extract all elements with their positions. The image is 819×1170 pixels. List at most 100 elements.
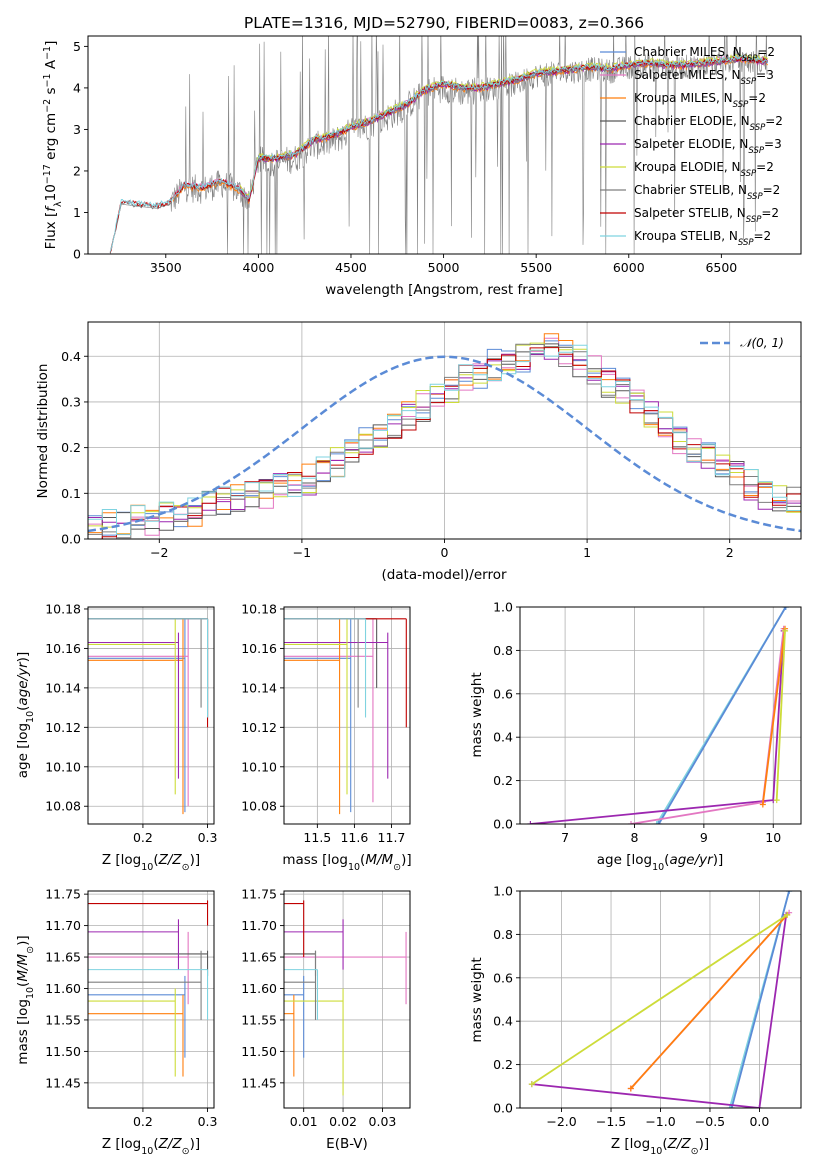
- weight-point-marker: [728, 1105, 735, 1108]
- x-tick-label: 11.5: [303, 830, 331, 845]
- legend-name: Chabrier MILES, N: [634, 45, 742, 59]
- y-tick-label: 0.2: [493, 1057, 513, 1072]
- y-tick-label: 10.12: [45, 720, 81, 735]
- y-tick-label: 0.2: [493, 773, 513, 788]
- x-tick-label: 4000: [242, 260, 274, 275]
- x-tick-label: 0.03: [369, 1114, 397, 1129]
- weight-line-4: [761, 628, 786, 805]
- y-tick-label: 11.70: [241, 918, 277, 933]
- y-axis-label: mass weight: [469, 957, 485, 1042]
- x-axis-label: mass [log10(M/M⊙)]: [282, 852, 411, 873]
- legend-entry: Chabrier ELODIE, NSSP=2: [634, 114, 783, 133]
- plot-area: [528, 891, 793, 1108]
- x-axis-label: wavelength [Angstrom, rest frame]: [325, 282, 563, 298]
- histogram-axes: −2 −1 0 1 2 0.0 0.1 0.2 0.3 0.4: [61, 321, 802, 560]
- y-tick-label: 0.4: [61, 349, 81, 364]
- legend-entry: Kroupa ELODIE, NSSP=2: [634, 160, 774, 179]
- x-axis-label-part: Z/Z: [158, 1136, 183, 1152]
- x-tick-label: 8: [631, 830, 639, 845]
- y-tick-label: 10.16: [241, 641, 277, 656]
- axes-border: [87, 35, 802, 255]
- x-axis-label-part: 10: [141, 862, 153, 873]
- plot-area: [284, 900, 407, 1096]
- y-axis-label-part: age/yr: [15, 661, 31, 706]
- y-tick-label: 11.55: [45, 1012, 81, 1027]
- weight-line-2: [531, 914, 788, 1108]
- y-tick-label: 10.08: [45, 799, 81, 814]
- weight-line-4: [630, 914, 788, 1090]
- y-axis-label-part: −1: [42, 46, 53, 60]
- x-tick-label: 0.3: [198, 830, 218, 845]
- x-tick-label: 0.0: [749, 1114, 769, 1129]
- axis-frame: 11.5 11.6 11.7 10.08 10.10 10.12 10.14 10.16 10.…: [241, 601, 411, 845]
- legend-suffix: =2: [765, 114, 783, 128]
- y-axis-label-part: f: [43, 205, 59, 212]
- weight-line-1: [658, 607, 787, 824]
- x-axis-label-part: Z [log: [102, 852, 141, 868]
- x-axis-label-part: (: [360, 852, 365, 868]
- y-tick-label: 0.1: [61, 486, 81, 501]
- legend-sub: SSP: [741, 77, 757, 87]
- x-axis-label: E(B-V): [326, 1136, 368, 1152]
- x-tick-label: −2: [150, 545, 168, 560]
- y-tick-label: 0.3: [61, 394, 81, 409]
- legend-sub: SSP: [733, 100, 749, 110]
- x-tick-label: 7: [561, 830, 569, 845]
- y-axis-label-part: mass [log: [15, 999, 31, 1065]
- axes-border: [519, 606, 802, 825]
- axis-frame: −2.0 −1.5 −1.0 −0.5 0.0 0.0 0.2 0.4 0.6 0.8 1.0: [493, 884, 802, 1129]
- y-axis-label-part: −17: [42, 164, 53, 184]
- y-axis-label-part: Flux [: [43, 212, 59, 250]
- model-line-8: [109, 54, 768, 252]
- x-tick-label: 0.2: [133, 830, 153, 845]
- x-axis-label-part: 10: [650, 1146, 662, 1157]
- y-tick-label: 4: [73, 80, 81, 95]
- y-tick-label: 11.50: [45, 1044, 81, 1059]
- y-axis-label-part: s: [43, 87, 59, 98]
- legend-sub: SSP: [750, 123, 766, 133]
- x-axis-label-part: )]: [190, 1136, 201, 1152]
- x-tick-label: 3500: [150, 260, 182, 275]
- data-spectrum-line: [109, 36, 768, 254]
- x-axis-label-part: ⊙: [182, 1146, 190, 1157]
- y-tick-label: 0.6: [493, 970, 513, 985]
- weight-point-marker: [782, 627, 789, 634]
- axes-border: [283, 606, 411, 825]
- y-axis-label-part: (: [15, 982, 31, 987]
- chart-title: PLATE=1316, MJD=52790, FIBERID=0083, z=0…: [244, 14, 644, 32]
- x-tick-label: 10: [765, 830, 781, 845]
- y-tick-label: 11.75: [241, 887, 277, 902]
- legend-suffix: =2: [756, 160, 774, 174]
- x-tick-label: 5000: [428, 260, 460, 275]
- x-axis-label-part: 10: [141, 1146, 153, 1157]
- model-line-7: [109, 55, 768, 253]
- legend-entry: Salpeter ELODIE, NSSP=3: [634, 137, 782, 156]
- y-tick-label: 2: [73, 163, 81, 178]
- weight-point-marker: [653, 821, 660, 824]
- legend-entry: 𝒩(0, 1): [740, 336, 784, 350]
- x-axis-label-part: (: [153, 1136, 158, 1152]
- y-axis-label-part: )]: [15, 935, 31, 946]
- y-axis-label-part: M/M: [15, 953, 31, 981]
- x-tick-label: 11.6: [340, 830, 368, 845]
- x-tick-label: 0.3: [198, 1114, 218, 1129]
- legend-sub: SSP: [747, 192, 763, 202]
- y-tick-label: 5: [73, 39, 81, 54]
- x-tick-label: 6000: [613, 260, 645, 275]
- axis-frame: −2 −1 0 1 2 0.0 0.1 0.2 0.3 0.4: [61, 321, 802, 560]
- weight-point-marker: [628, 821, 635, 824]
- y-tick-label: 11.65: [241, 950, 277, 965]
- x-axis-label: Z [log10(Z/Z⊙)]: [611, 1136, 709, 1157]
- weight-point-marker: [784, 911, 791, 918]
- weight-point-marker: [786, 891, 793, 894]
- y-tick-label: 0.6: [493, 686, 513, 701]
- x-axis-label-part: (: [153, 852, 158, 868]
- legend-sub: SSP: [738, 238, 754, 248]
- axes-border: [283, 890, 411, 1109]
- legend-name: Kroupa ELODIE, N: [634, 160, 741, 174]
- axis-frame: 7 8 9 10 0.0 0.2 0.4 0.6 0.8 1.0: [493, 600, 802, 845]
- legend-entry: Salpeter MILES, NSSP=3: [634, 68, 774, 87]
- y-tick-label: 0.4: [493, 1014, 513, 1029]
- x-axis-label-part: age/yr: [669, 852, 714, 868]
- x-tick-label: 11.7: [378, 830, 406, 845]
